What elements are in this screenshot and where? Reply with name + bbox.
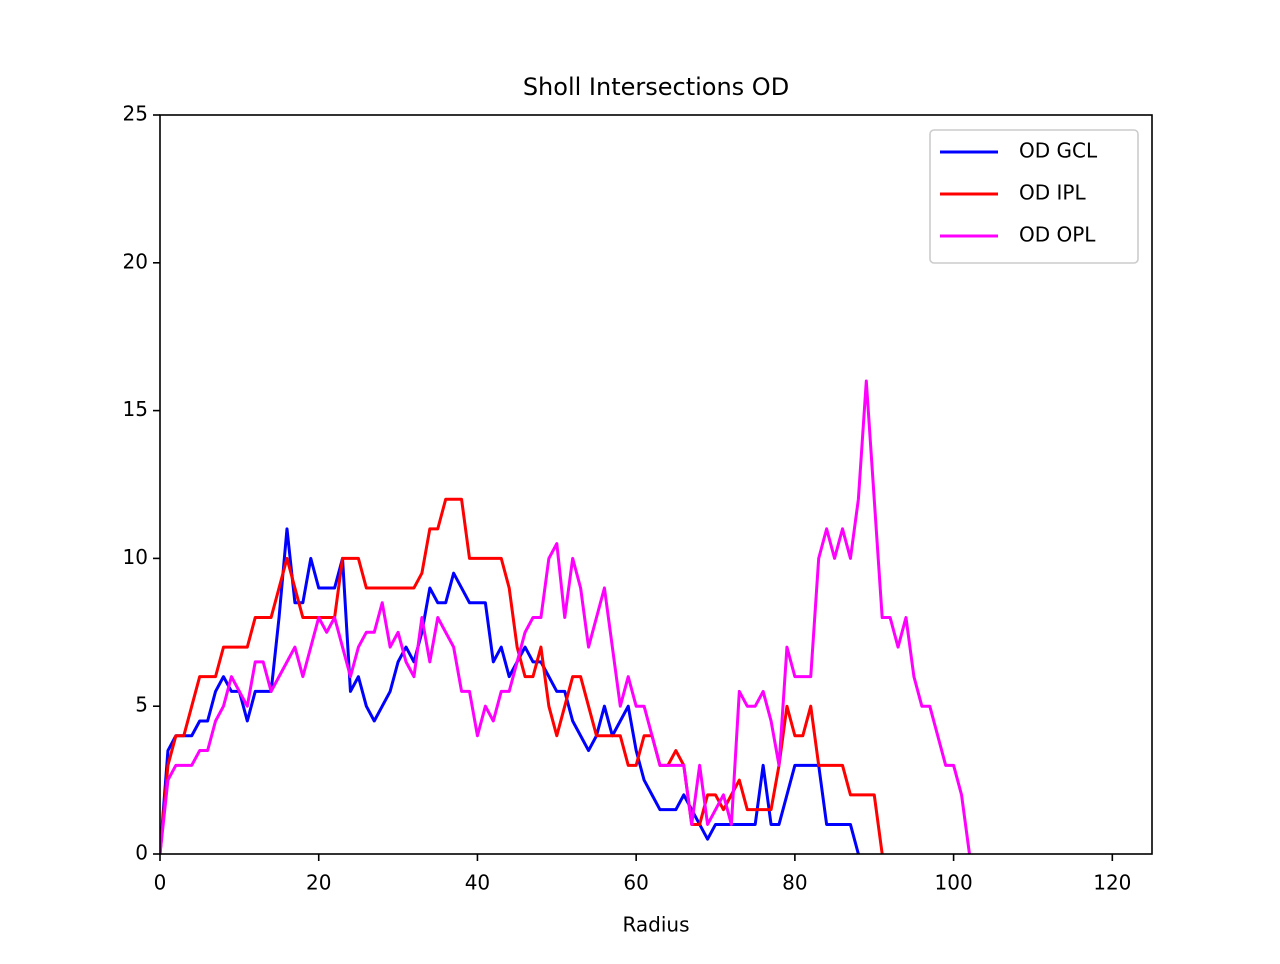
series-line xyxy=(160,527,860,854)
y-tick-label: 5 xyxy=(135,693,148,717)
x-tick-label: 120 xyxy=(1093,871,1131,895)
y-tick-label: 10 xyxy=(123,545,148,569)
legend-box xyxy=(929,129,1139,264)
legend-label: OD GCL xyxy=(1019,139,1098,163)
x-tick-label: 60 xyxy=(623,871,648,895)
x-axis-label: Radius xyxy=(622,913,689,937)
x-tick-label: 20 xyxy=(306,871,331,895)
x-tick-label: 40 xyxy=(465,871,490,895)
chart-title: Sholl Intersections OD xyxy=(523,73,789,101)
plot-area xyxy=(160,379,971,854)
legend-label: OD OPL xyxy=(1019,223,1096,247)
y-tick-label: 0 xyxy=(135,841,148,865)
y-tick-label: 15 xyxy=(123,397,148,421)
y-tick-label: 20 xyxy=(123,249,148,273)
x-tick-label: 100 xyxy=(935,871,973,895)
series-line xyxy=(160,379,971,854)
y-tick-label: 25 xyxy=(123,102,148,126)
x-tick-label: 80 xyxy=(782,871,807,895)
series-line xyxy=(160,497,884,854)
x-tick-label: 0 xyxy=(154,871,167,895)
legend-label: OD IPL xyxy=(1019,181,1086,205)
plot-frame xyxy=(159,114,1153,855)
